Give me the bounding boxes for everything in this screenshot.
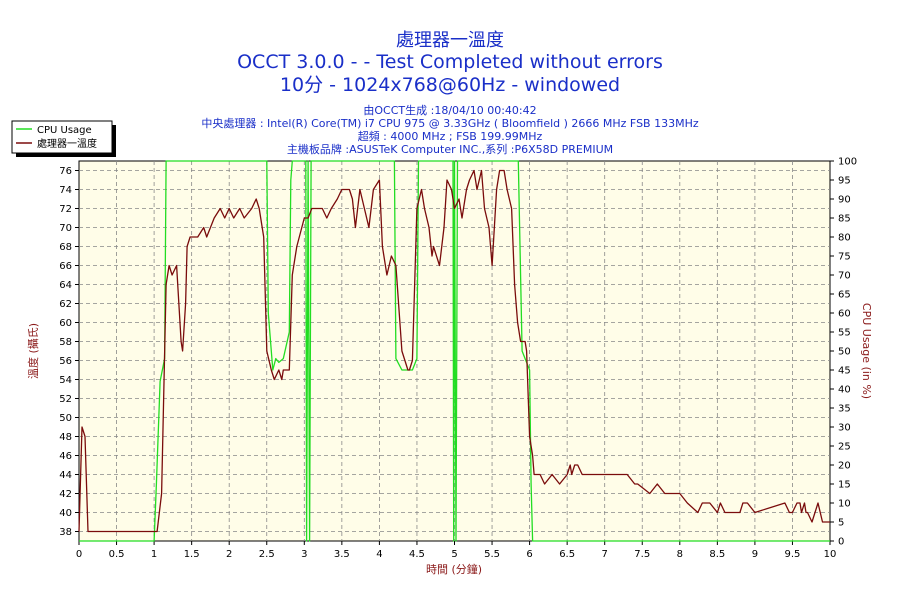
x-tick-label: 4: [376, 549, 382, 560]
y2-tick-label: 5: [838, 518, 844, 529]
y-tick-label: 74: [59, 185, 72, 196]
y-tick-label: 68: [59, 242, 72, 253]
info-line-generated: 由OCCT生成 :18/04/10 00:40:42: [363, 103, 536, 117]
y2-tick-label: 10: [838, 499, 851, 510]
x-tick-label: 2: [226, 549, 232, 560]
chart-title: 處理器一溫度: [396, 30, 504, 51]
x-tick-label: 9.5: [784, 549, 800, 560]
x-tick-label: 3: [301, 549, 307, 560]
x-tick-label: 5.5: [484, 549, 500, 560]
y-tick-label: 46: [59, 451, 72, 462]
cpu-temperature-line: [78, 169, 830, 533]
y2-tick-label: 85: [838, 214, 851, 225]
info-line-overclock: 超頻 : 4000 MHz ; FSB 199.99MHz: [358, 129, 543, 143]
x-tick-label: 5: [451, 549, 457, 560]
x-tick-label: 7: [602, 549, 608, 560]
y-tick-label: 76: [59, 166, 72, 177]
y-tick-label: 72: [59, 204, 72, 215]
y-tick-label: 48: [59, 432, 72, 443]
y2-tick-label: 55: [838, 328, 851, 339]
y-tick-label: 40: [59, 508, 72, 519]
x-tick-label: 6.5: [559, 549, 575, 560]
y2-tick-label: 50: [838, 347, 851, 358]
cpu-usage-line: [79, 160, 830, 542]
y-tick-label: 50: [59, 413, 72, 424]
info-line-cpu: 中央處理器 : Intel(R) Core(TM) i7 CPU 975 @ 3…: [201, 116, 699, 130]
y-tick-label: 52: [59, 394, 72, 405]
x-tick-label: 9: [752, 549, 758, 560]
legend-label-cpu-temperature: 處理器一溫度: [37, 137, 97, 150]
x-tick-label: 1: [151, 549, 157, 560]
y2-axis-label: CPU Usage (in %): [860, 303, 873, 399]
y2-tick-label: 40: [838, 385, 851, 396]
x-tick-label: 2.5: [259, 549, 275, 560]
x-tick-label: 8.5: [709, 549, 725, 560]
y-tick-label: 54: [59, 375, 72, 386]
y-tick-label: 62: [59, 299, 72, 310]
chart-subtitle-2: 10分 - 1024x768@60Hz - windowed: [280, 74, 620, 96]
y2-tick-label: 70: [838, 271, 851, 282]
x-tick-label: 4.5: [409, 549, 425, 560]
y2-tick-label: 75: [838, 252, 851, 263]
x-tick-label: 3.5: [334, 549, 350, 560]
y2-tick-label: 60: [838, 309, 851, 320]
y-tick-label: 58: [59, 337, 72, 348]
chart-subtitle-1: OCCT 3.0.0 - - Test Completed without er…: [237, 51, 663, 73]
legend-box: [11, 120, 113, 154]
y2-tick-label: 65: [838, 290, 851, 301]
y2-tick-label: 0: [838, 537, 844, 548]
legend: CPU Usage 處理器一溫度: [11, 120, 116, 157]
y2-tick-label: 100: [838, 157, 857, 168]
y-tick-label: 44: [59, 470, 72, 481]
y2-tick-label: 95: [838, 176, 851, 187]
x-tick-label: 0.5: [109, 549, 125, 560]
x-tick-label: 10: [824, 549, 837, 560]
axis-ticks: 0 0.5 1 1.5 2 2.5 3 3.5 4 4.5 5 5.5 6 6.5 7 7.5 8 8.5 9 9.5…: [59, 157, 857, 561]
x-axis-label: 時間 (分鐘): [426, 562, 482, 576]
y2-tick-label: 90: [838, 195, 851, 206]
y-tick-label: 38: [59, 527, 72, 538]
x-tick-label: 1.5: [184, 549, 200, 560]
y-tick-label: 70: [59, 223, 72, 234]
x-tick-label: 0: [76, 549, 82, 560]
y2-tick-label: 80: [838, 233, 851, 244]
legend-label-cpu-usage: CPU Usage: [37, 125, 92, 136]
x-tick-label: 6: [526, 549, 532, 560]
y-tick-label: 42: [59, 489, 72, 500]
y2-tick-label: 15: [838, 480, 851, 491]
y-axis-label: 溫度 (攝氏): [26, 323, 40, 379]
y2-tick-label: 20: [838, 461, 851, 472]
series-lines: [78, 160, 830, 542]
x-tick-label: 8: [677, 549, 683, 560]
y-tick-label: 56: [59, 356, 72, 367]
y2-tick-label: 30: [838, 423, 851, 434]
y-tick-label: 64: [59, 280, 72, 291]
y2-tick-label: 35: [838, 404, 851, 415]
y2-tick-label: 25: [838, 442, 851, 453]
info-line-motherboard: 主機板品牌 :ASUSTeK Computer INC.,系列 :P6X58D …: [287, 142, 613, 156]
y-tick-label: 66: [59, 261, 72, 272]
x-tick-label: 7.5: [634, 549, 650, 560]
y-tick-label: 60: [59, 318, 72, 329]
y2-tick-label: 45: [838, 366, 851, 377]
